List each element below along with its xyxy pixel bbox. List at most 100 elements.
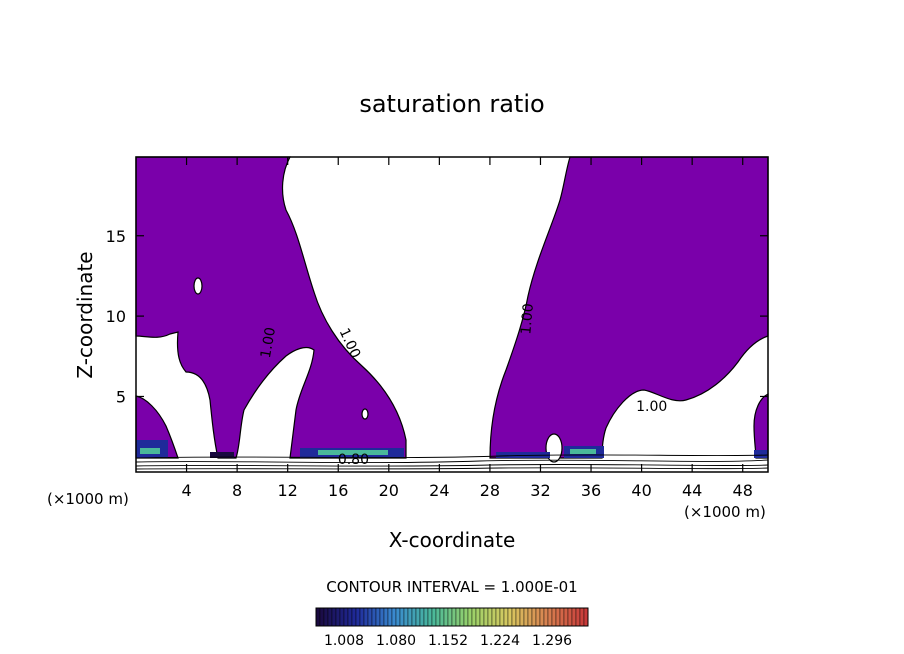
colorbar-stripe xyxy=(551,607,557,627)
colorbar-stripe xyxy=(395,607,401,627)
x-tick-label-7: 32 xyxy=(530,481,550,500)
colorbar-stripe xyxy=(547,607,553,627)
colorbar-stripe xyxy=(431,607,437,627)
colorbar-stripe xyxy=(543,607,549,627)
cell-g xyxy=(570,449,596,454)
colorbar-stripe xyxy=(575,607,581,627)
colorbar-stripe xyxy=(383,607,389,627)
cell-e xyxy=(496,452,550,458)
colorbar-stripe xyxy=(355,607,361,627)
colorbar-tick-label-4: 1.296 xyxy=(532,633,572,649)
colorbar-stripe xyxy=(531,607,537,627)
x-tick-label-2: 12 xyxy=(278,481,298,500)
colorbar-stripe xyxy=(515,607,521,627)
colorbar-stripe xyxy=(335,607,341,627)
colorbar-stripe xyxy=(323,607,329,627)
colorbar-stripe xyxy=(327,607,333,627)
colorbar-stripe xyxy=(391,607,397,627)
colorbar-stripe xyxy=(479,607,485,627)
y-tick-label-2: 15 xyxy=(106,227,126,246)
colorbar-frame xyxy=(315,607,589,627)
colorbar-stripe xyxy=(411,607,417,627)
colorbar-stripe xyxy=(535,607,541,627)
cell-h xyxy=(754,450,768,458)
colorbar-stripe xyxy=(519,607,525,627)
contour-label-2: 1.00 xyxy=(518,303,537,335)
colorbar-stripe xyxy=(419,607,425,627)
colorbar-stripe xyxy=(455,607,461,627)
colorbar-tick-label-0: 1.008 xyxy=(324,633,364,649)
colorbar-stripe xyxy=(499,607,505,627)
colorbar-stripe xyxy=(371,607,377,627)
colorbar-stripe xyxy=(475,607,481,627)
colorbar-stripe xyxy=(511,607,517,627)
ground-contour-1 xyxy=(135,454,769,459)
supersaturated-fill xyxy=(135,156,769,459)
x-tick-label-4: 20 xyxy=(379,481,399,500)
x-tick-label-8: 36 xyxy=(581,481,601,500)
colorbar-stripe xyxy=(495,607,501,627)
x-tick-label-5: 24 xyxy=(429,481,449,500)
plot-frame xyxy=(135,156,769,473)
colorbar-tick-label-1: 1.080 xyxy=(376,633,416,649)
x-tick-label-10: 44 xyxy=(682,481,702,500)
x-tick-label-0: 4 xyxy=(181,481,191,500)
colorbar-stripe xyxy=(523,607,529,627)
x-tick-label-1: 8 xyxy=(232,481,242,500)
colorbar-stripe xyxy=(563,607,569,627)
colorbar-stripe xyxy=(579,607,585,627)
colorbar-stripe xyxy=(539,607,545,627)
colorbar-stripe xyxy=(507,607,513,627)
fill-region-right-edge xyxy=(753,393,769,459)
x-axis-ticks: 4 8 12 16 20 24 28 32 36 40 44 48 xyxy=(181,157,753,500)
colorbar-stripe xyxy=(491,607,497,627)
x-tick-label-6: 28 xyxy=(480,481,500,500)
colorbar-stripe xyxy=(555,607,561,627)
colorbar-stripe xyxy=(503,607,509,627)
y-tick-label-1: 10 xyxy=(106,307,126,326)
colorbar-stripe xyxy=(363,607,369,627)
colorbar-stripe xyxy=(471,607,477,627)
colorbar-stripe xyxy=(331,607,337,627)
colorbar-stripe xyxy=(435,607,441,627)
colorbar-stripe xyxy=(359,607,365,627)
colorbar-stripe xyxy=(399,607,405,627)
ground-contour-4 xyxy=(135,467,769,470)
colorbar-tick-label-3: 1.224 xyxy=(480,633,520,649)
colorbar-stripe xyxy=(443,607,449,627)
colorbar-stripe xyxy=(527,607,533,627)
colorbar-stripe xyxy=(379,607,385,627)
y-unit-label: (×1000 m) xyxy=(47,490,129,508)
colorbar-stripe xyxy=(463,607,469,627)
y-tick-label-0: 5 xyxy=(116,387,126,406)
x-tick-label-3: 16 xyxy=(328,481,348,500)
y-axis-label: Z-coordinate xyxy=(73,251,97,378)
colorbar-stripe xyxy=(451,607,457,627)
colorbar-stripe xyxy=(583,607,589,627)
colorbar-stripe xyxy=(375,607,381,627)
ground-contour-2 xyxy=(135,459,769,464)
colorbar-stripe xyxy=(343,607,349,627)
colorbar xyxy=(315,607,589,627)
colorbar-stripe xyxy=(467,607,473,627)
colorbar-labels: 1.008 1.080 1.152 1.224 1.296 xyxy=(324,633,572,649)
colorbar-stripe xyxy=(351,607,357,627)
contour-label-3: 1.00 xyxy=(636,399,667,415)
cell-i xyxy=(210,452,234,458)
x-axis-label: X-coordinate xyxy=(389,528,516,552)
x-tick-label-9: 40 xyxy=(631,481,651,500)
ground-contours xyxy=(135,454,769,470)
colorbar-stripe xyxy=(387,607,393,627)
colorbar-stripe xyxy=(487,607,493,627)
colorbar-stripe xyxy=(315,607,321,627)
fill-region-left xyxy=(135,156,407,459)
hole-2 xyxy=(361,408,369,420)
colorbar-stripe xyxy=(459,607,465,627)
colorbar-stripe xyxy=(427,607,433,627)
colorbar-tick-label-2: 1.152 xyxy=(428,633,468,649)
colorbar-stripe xyxy=(559,607,565,627)
colorbar-stripe xyxy=(447,607,453,627)
contour-label-0: 1.00 xyxy=(258,326,279,359)
colorbar-stripe xyxy=(347,607,353,627)
colorbar-stripe xyxy=(403,607,409,627)
